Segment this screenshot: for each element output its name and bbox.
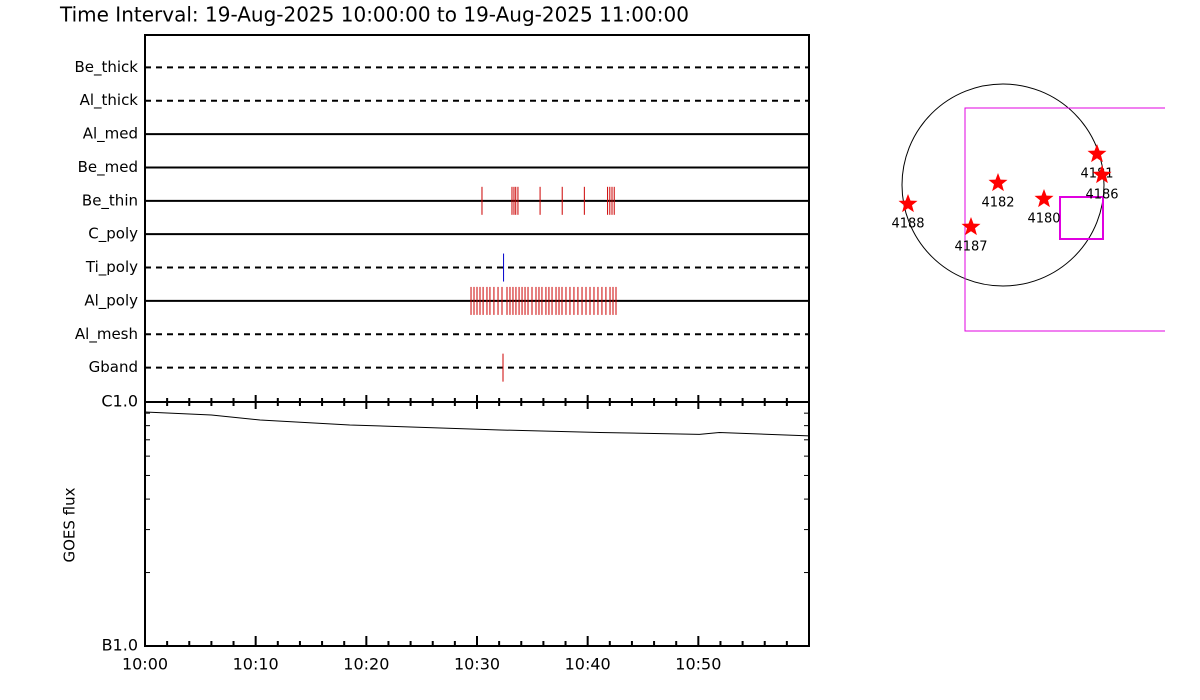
goes-frame bbox=[144, 401, 810, 647]
row-label: Ti_poly bbox=[85, 258, 138, 277]
fov-box-small bbox=[1059, 196, 1104, 240]
y-tick-label: C1.0 bbox=[101, 392, 138, 411]
row-label: Be_med bbox=[78, 158, 138, 177]
region-star bbox=[961, 217, 981, 236]
title: Time Interval: 19-Aug-2025 10:00:00 to 1… bbox=[59, 3, 689, 27]
region-label: 4187 bbox=[954, 240, 987, 255]
x-tick-label: 10:00 bbox=[122, 655, 168, 674]
timeline-frame bbox=[144, 34, 810, 403]
region-label: 4180 bbox=[1027, 212, 1060, 227]
region-label: 4186 bbox=[1085, 188, 1118, 203]
region-label: 4188 bbox=[891, 217, 924, 232]
x-tick-label: 10:20 bbox=[343, 655, 389, 674]
row-label: C_poly bbox=[88, 225, 138, 244]
region-star bbox=[898, 194, 918, 213]
row-label: Al_mesh bbox=[75, 325, 138, 344]
region-star bbox=[1092, 165, 1112, 184]
x-tick-label: 10:40 bbox=[565, 655, 611, 674]
row-label: Al_poly bbox=[84, 291, 138, 310]
region-star bbox=[1034, 189, 1054, 208]
goes-flux-line bbox=[144, 411, 810, 437]
region-star bbox=[1087, 144, 1107, 163]
sun-map: 418841874182418041814186 bbox=[891, 83, 1165, 332]
region-star bbox=[988, 173, 1008, 192]
solar-disk bbox=[901, 83, 1105, 287]
row-label: Gband bbox=[89, 358, 138, 376]
region-label: 4182 bbox=[981, 196, 1014, 211]
row-label: Al_thick bbox=[80, 91, 139, 110]
row-label: Be_thick bbox=[74, 58, 138, 77]
fov-box bbox=[964, 107, 1165, 332]
y-axis-label: GOES flux bbox=[61, 487, 79, 562]
x-tick-label: 10:30 bbox=[454, 655, 500, 674]
x-tick-label: 10:50 bbox=[675, 655, 721, 674]
y-tick-label: B1.0 bbox=[102, 636, 138, 655]
row-label: Be_thin bbox=[82, 191, 138, 210]
x-tick-label: 10:10 bbox=[233, 655, 279, 674]
row-label: Al_med bbox=[83, 125, 138, 144]
